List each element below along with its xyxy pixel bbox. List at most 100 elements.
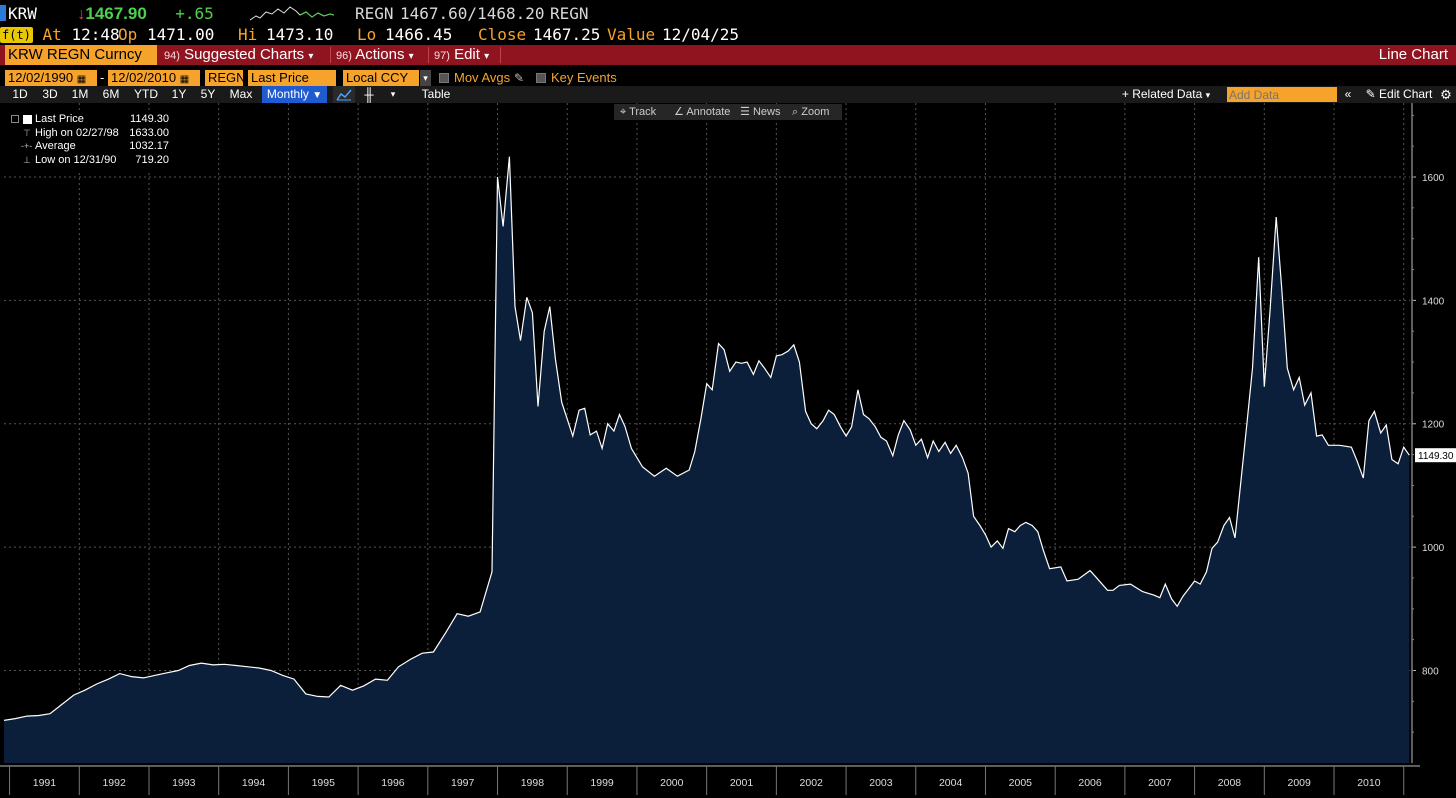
last-price-swatch bbox=[23, 115, 32, 124]
x-tick-label: 1998 bbox=[521, 777, 545, 789]
period-1y-button[interactable]: 1Y bbox=[171, 87, 187, 101]
zoom-tool[interactable]: ⌕ Zoom bbox=[792, 104, 829, 120]
period-5y-button[interactable]: 5Y bbox=[200, 87, 216, 101]
legend-value: 1633.00 bbox=[129, 126, 169, 139]
date-dash: - bbox=[100, 70, 105, 85]
menu-label: Actions bbox=[355, 46, 405, 63]
frequency-label: Monthly bbox=[266, 87, 309, 101]
sparkline-icon bbox=[250, 6, 334, 21]
divider bbox=[330, 47, 331, 63]
security-field[interactable]: KRW REGN Curncy bbox=[5, 45, 157, 65]
low-marker-icon: ⊥ bbox=[23, 155, 31, 165]
last-price: 1467.90 bbox=[85, 4, 147, 23]
menu-number: 96) bbox=[336, 50, 352, 62]
legend-label: High on 02/27/98 bbox=[35, 126, 119, 139]
field-selector[interactable]: Last Price bbox=[248, 70, 336, 86]
price-chart[interactable]: 800 1000 1200 1400 1600 1991 1992 1993 1994 1995… bbox=[0, 103, 1456, 798]
annotate-tool[interactable]: ∠ Annotate bbox=[674, 104, 730, 120]
edit-chart-label: Edit Chart bbox=[1379, 87, 1433, 101]
chart-tools: ⌖ Track ∠ Annotate ☰ News ⌕ Zoom bbox=[614, 104, 842, 120]
period-1d-button[interactable]: 1D bbox=[12, 87, 28, 101]
collapse-box-icon[interactable] bbox=[11, 115, 19, 123]
end-date-field[interactable]: 12/02/2010 ▦ bbox=[108, 70, 200, 86]
start-date-field[interactable]: 12/02/1990 ▦ bbox=[5, 70, 97, 86]
value-date: 12/04/25 bbox=[662, 25, 740, 44]
last-price-box bbox=[1415, 448, 1456, 463]
mov-avgs-checkbox[interactable] bbox=[439, 73, 449, 83]
function-key-icon[interactable]: f(t) bbox=[0, 27, 33, 43]
x-tick-label: 1991 bbox=[33, 777, 57, 789]
gear-icon[interactable]: ⚙ bbox=[1440, 87, 1452, 102]
y-tick-label: 800 bbox=[1422, 666, 1439, 677]
last-price-label: 1149.30 bbox=[1418, 451, 1454, 462]
x-tick-label: 2003 bbox=[869, 777, 893, 789]
period-6m-button[interactable]: 6M bbox=[102, 87, 120, 101]
actions-menu[interactable]: 96) Actions ▾ bbox=[336, 45, 414, 65]
chart-type-label: Line Chart bbox=[1378, 46, 1448, 63]
y-tick-label: 1000 bbox=[1422, 543, 1445, 554]
x-tick-label: 2000 bbox=[660, 777, 684, 789]
x-tick-label: 1992 bbox=[102, 777, 126, 789]
key-events-checkbox[interactable] bbox=[536, 73, 546, 83]
frequency-dropdown[interactable]: Monthly ▼ bbox=[262, 86, 327, 103]
symbol-2: REGN bbox=[550, 4, 589, 23]
x-tick-label: 2008 bbox=[1218, 777, 1242, 789]
legend-value: 719.20 bbox=[135, 153, 169, 166]
chevron-down-icon: ▾ bbox=[484, 51, 490, 62]
at-time: 12:48 bbox=[71, 25, 120, 44]
end-date: 12/02/2010 bbox=[111, 70, 177, 85]
x-tick-label: 1993 bbox=[172, 777, 196, 789]
chevron-down-icon: ▼ bbox=[312, 90, 323, 101]
bar-chart-icon[interactable]: ╫ bbox=[364, 87, 374, 102]
annotate-label: Annotate bbox=[686, 106, 731, 118]
menu-number: 97) bbox=[434, 50, 450, 62]
news-tool[interactable]: ☰ News bbox=[740, 104, 780, 120]
mov-avgs-label[interactable]: Mov Avgs bbox=[454, 70, 511, 85]
last-price-marker: 1149.30 bbox=[1415, 448, 1456, 463]
collapse-icon[interactable]: « bbox=[1344, 87, 1352, 101]
hi-value: 1473.10 bbox=[266, 25, 334, 44]
x-tick-label: 2001 bbox=[730, 777, 754, 789]
chevron-down-icon[interactable]: ▾ bbox=[420, 70, 431, 86]
symbol: REGN bbox=[355, 4, 394, 23]
divider bbox=[500, 47, 501, 63]
add-data-input[interactable] bbox=[1227, 87, 1337, 102]
bid-ask: 1467.60/1468.20 bbox=[400, 4, 545, 23]
table-button[interactable]: Table bbox=[421, 87, 451, 101]
y-axis: 800 1000 1200 1400 1600 bbox=[1411, 103, 1445, 763]
calendar-icon[interactable]: ▦ bbox=[179, 74, 190, 85]
suggested-charts-menu[interactable]: 94) Suggested Charts ▾ bbox=[164, 45, 313, 65]
source-field[interactable]: REGN bbox=[205, 70, 246, 86]
x-tick-label: 1994 bbox=[242, 777, 266, 789]
menu-number: 94) bbox=[164, 50, 180, 62]
line-chart-icon[interactable] bbox=[333, 86, 355, 103]
x-tick-label: 1995 bbox=[312, 777, 336, 789]
legend-row: High on 02/27/98 1633.00 bbox=[8, 127, 173, 141]
divider bbox=[428, 47, 429, 63]
at-label: At bbox=[42, 25, 62, 44]
chevron-down-icon[interactable]: ▾ bbox=[390, 89, 396, 99]
legend-label: Last Price bbox=[35, 113, 84, 125]
close-value: 1467.25 bbox=[533, 25, 601, 44]
calendar-icon[interactable]: ▦ bbox=[76, 74, 87, 85]
ticker: KRW bbox=[8, 4, 37, 23]
period-ytd-button[interactable]: YTD bbox=[134, 87, 158, 101]
pencil-icon[interactable]: ✎ bbox=[514, 71, 525, 85]
period-max-button[interactable]: Max bbox=[229, 87, 253, 101]
currency-selector[interactable]: Local CCY bbox=[343, 70, 419, 86]
track-tool[interactable]: ⌖ Track bbox=[620, 104, 656, 120]
legend-row: Average 1032.17 bbox=[8, 140, 173, 154]
x-tick-label: 2006 bbox=[1078, 777, 1102, 789]
edit-menu[interactable]: 97) Edit ▾ bbox=[434, 45, 489, 65]
period-1m-button[interactable]: 1M bbox=[71, 87, 89, 101]
quote-line-1: KRW ↓1467.90 +.65 REGN 1467.60/1468.20 R… bbox=[0, 4, 800, 24]
news-icon: ☰ bbox=[740, 106, 750, 118]
quote-line-2: f(t) At 12:48 Op 1471.00 Hi 1473.10 Lo 1… bbox=[0, 25, 800, 45]
value-label: Value bbox=[607, 25, 656, 44]
period-3d-button[interactable]: 3D bbox=[42, 87, 58, 101]
menu-label: Suggested Charts bbox=[184, 46, 305, 63]
related-data-dropdown[interactable]: + Related Data ▾ bbox=[1114, 86, 1218, 103]
edit-chart-button[interactable]: ✎ Edit Chart bbox=[1360, 86, 1438, 103]
legend-row: Low on 12/31/90 719.20 bbox=[8, 154, 173, 168]
key-events-label[interactable]: Key Events bbox=[551, 70, 617, 85]
